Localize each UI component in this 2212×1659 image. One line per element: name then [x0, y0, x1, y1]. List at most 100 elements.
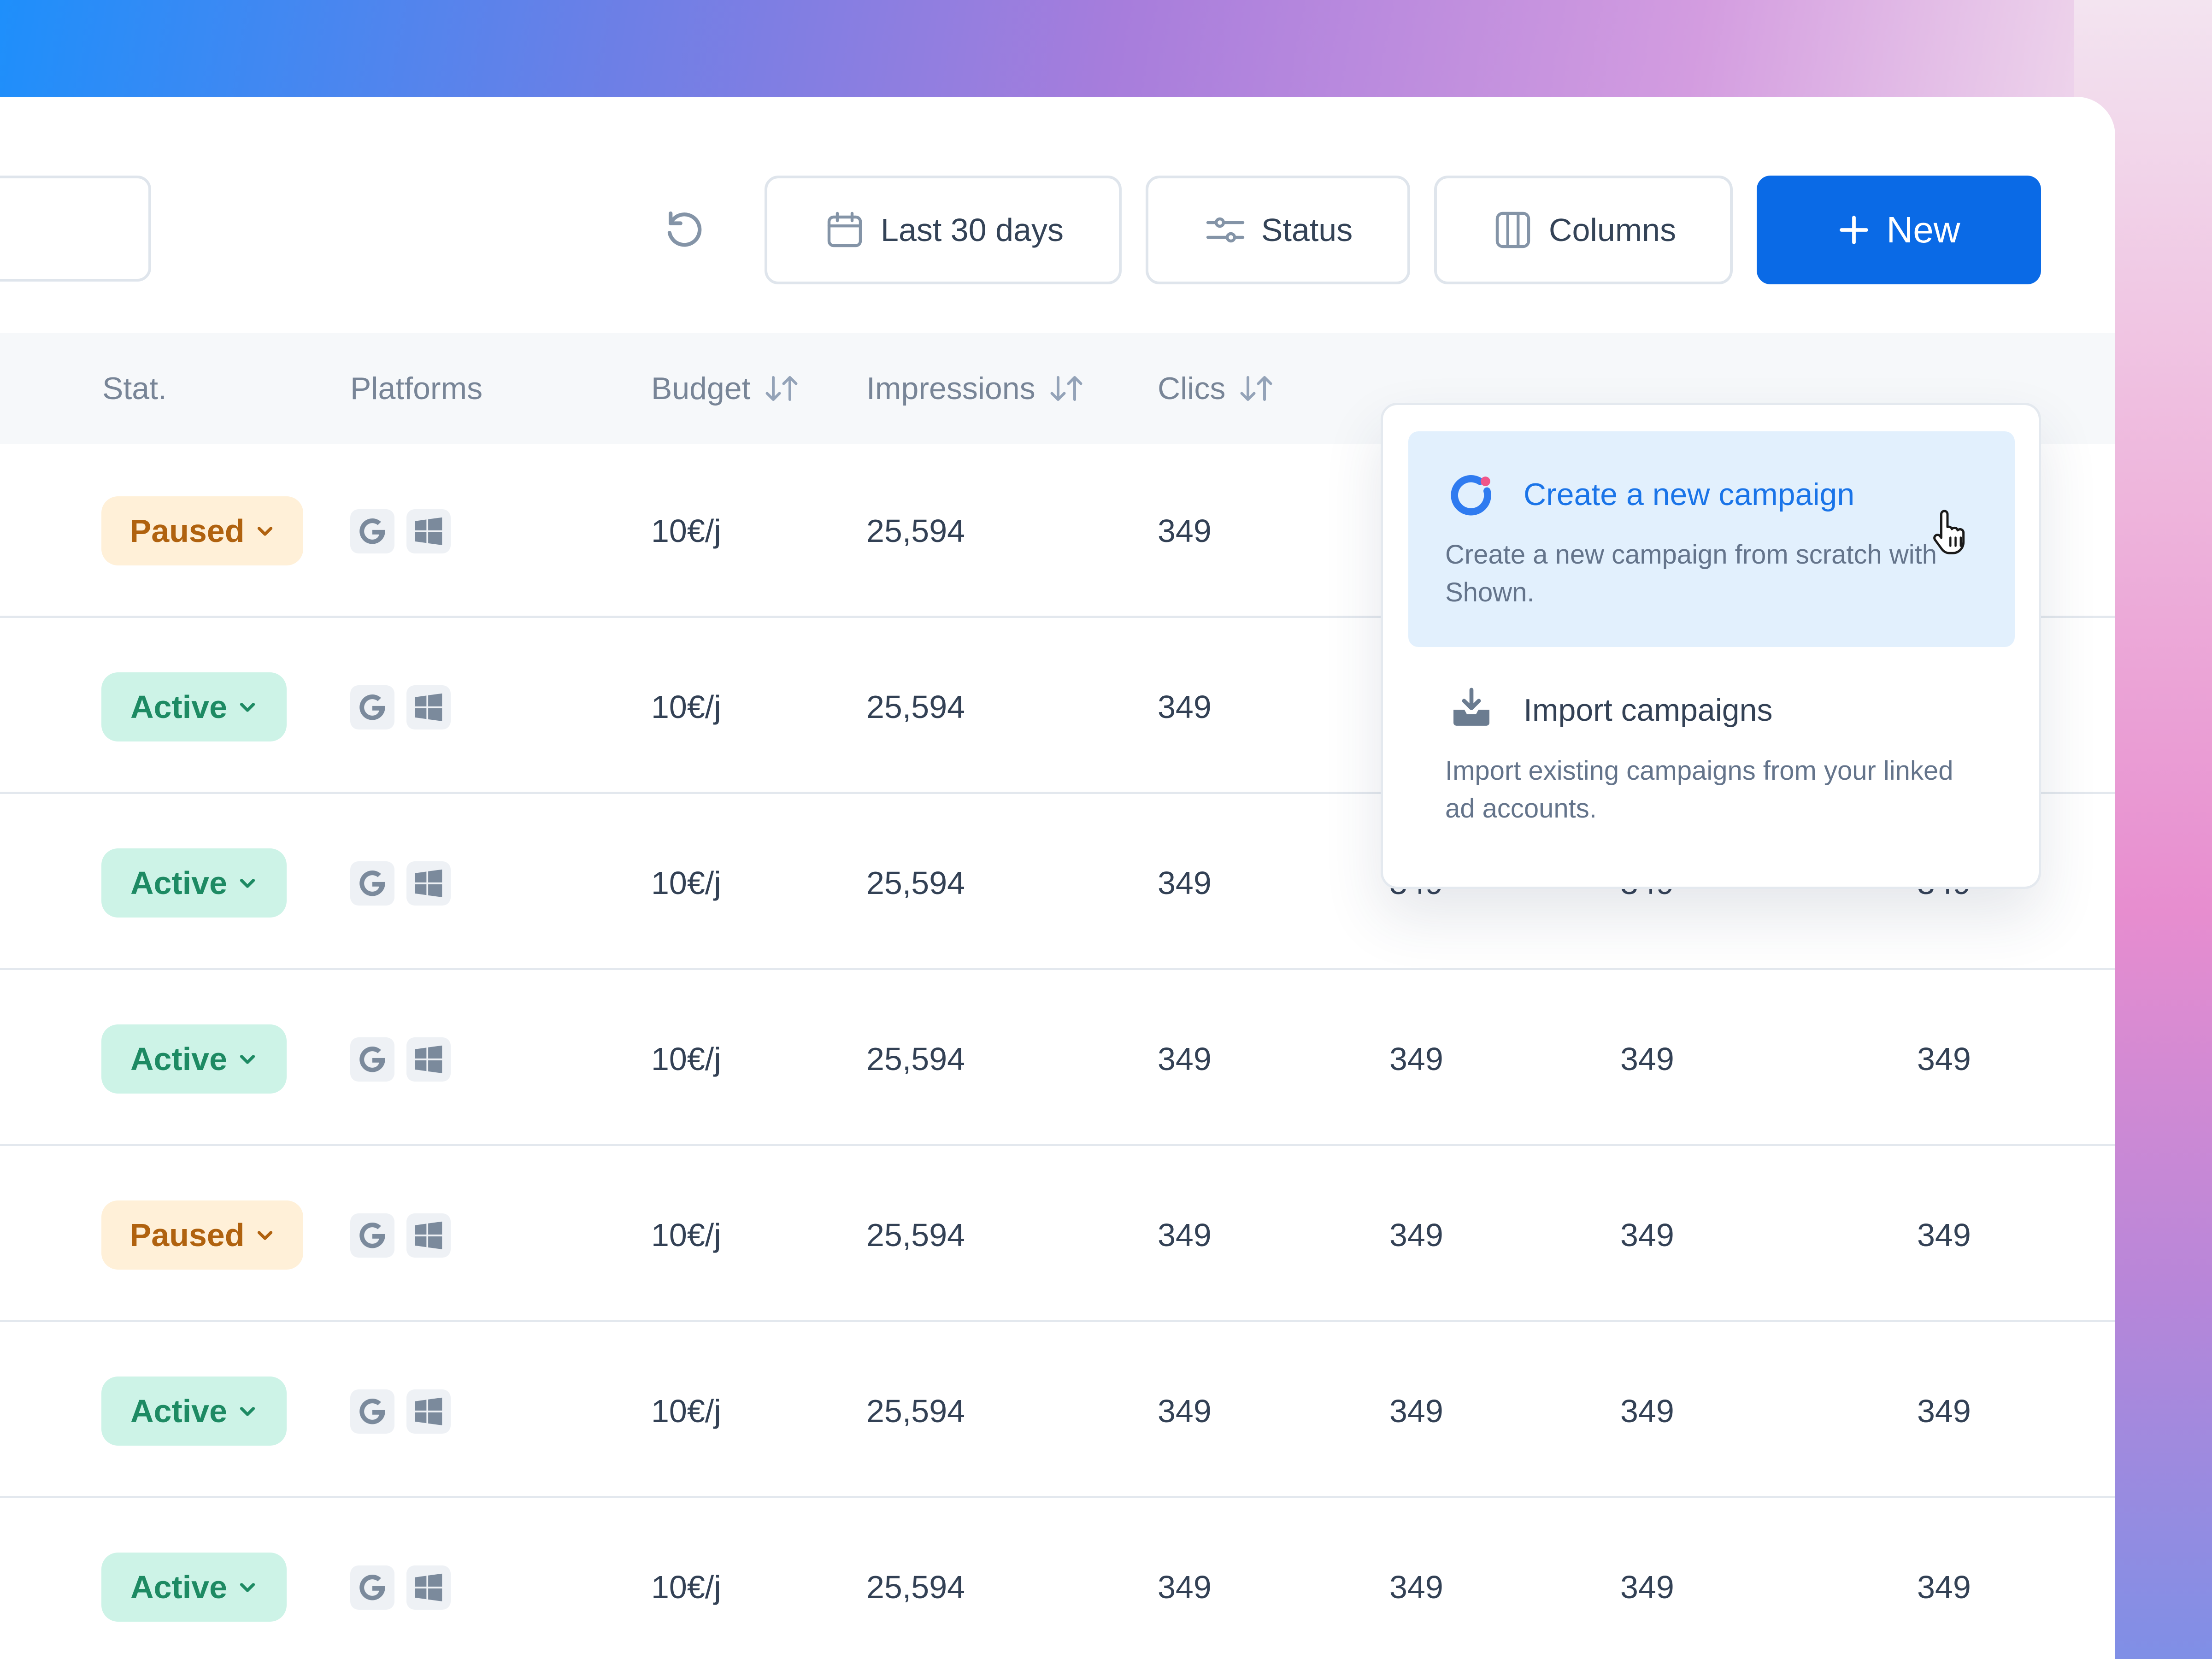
columns-label: Columns [1548, 212, 1677, 248]
table-row[interactable]: Paused 10€/j 25,594 349 349 349 349 [0, 1148, 2115, 1322]
import-campaigns-description: Import existing campaigns from your link… [1445, 756, 1953, 824]
clicks-cell: 349 [1158, 1041, 1212, 1077]
platform-microsoft [406, 1037, 451, 1082]
sort-icon[interactable] [1238, 372, 1274, 405]
google-icon [359, 1574, 385, 1600]
status-badge[interactable]: Paused [101, 1200, 303, 1270]
impressions-cell: 25,594 [866, 689, 965, 725]
platform-microsoft [406, 1565, 451, 1610]
status-badge[interactable]: Active [101, 1377, 287, 1446]
column-header-clicks[interactable]: Clics [1158, 333, 1274, 444]
table-row[interactable]: Active 10€/j 25,594 349 [0, 620, 2115, 794]
google-icon [359, 870, 385, 896]
budget-cell: 10€/j [651, 1569, 721, 1605]
platform-google [350, 861, 394, 906]
date-range-label: Last 30 days [881, 212, 1064, 248]
impressions-cell: 25,594 [866, 1569, 965, 1605]
clicks-cell: 349 [1158, 689, 1212, 725]
campaigns-panel: Last 30 days Status Columns New Stat. Pl… [0, 97, 2115, 1659]
import-campaigns-title: Import campaigns [1524, 693, 1773, 728]
date-range-button[interactable]: Last 30 days [765, 176, 1122, 284]
status-filter-button[interactable]: Status [1146, 176, 1410, 284]
chevron-down-icon [240, 1583, 255, 1592]
clicks-cell: 349 [1158, 513, 1212, 549]
menu-item-import-campaigns[interactable]: Import campaigns Import existing campaig… [1408, 648, 2015, 865]
impressions-cell: 25,594 [866, 513, 965, 549]
refresh-icon[interactable] [659, 203, 710, 254]
metric-cell: 349 [1620, 1569, 1674, 1605]
status-label: Active [130, 1393, 228, 1429]
budget-cell: 10€/j [651, 689, 721, 725]
windows-icon [415, 693, 442, 721]
status-badge[interactable]: Active [101, 848, 287, 918]
column-header-budget[interactable]: Budget [651, 333, 800, 444]
clicks-cell: 349 [1158, 1569, 1212, 1605]
status-label: Paused [129, 513, 245, 549]
metric-cell: 349 [1620, 1041, 1674, 1077]
windows-icon [415, 1573, 442, 1601]
budget-cell: 10€/j [651, 1217, 721, 1253]
platform-google [350, 1213, 394, 1258]
sort-icon[interactable] [1048, 372, 1084, 405]
table-row[interactable]: Active 10€/j 25,594 349 349 349 349 [0, 1324, 2115, 1498]
status-label: Active [130, 689, 228, 725]
clicks-cell: 349 [1158, 865, 1212, 901]
new-button-label: New [1886, 209, 1960, 250]
status-badge[interactable]: Active [101, 1553, 287, 1622]
metric-cell: 349 [1389, 1393, 1443, 1429]
platform-google [350, 1565, 394, 1610]
search-input[interactable] [0, 176, 151, 282]
sort-icon[interactable] [764, 372, 800, 405]
metric-cell: 349 [1620, 1217, 1674, 1253]
chevron-down-icon [240, 879, 255, 888]
windows-icon [415, 869, 442, 897]
metric-cell: 349 [1917, 1569, 1971, 1605]
status-badge[interactable]: Active [101, 672, 287, 741]
metric-cell: 349 [1917, 1041, 1971, 1077]
metric-cell: 349 [1620, 1393, 1674, 1429]
platform-microsoft [406, 509, 451, 553]
status-badge[interactable]: Paused [101, 496, 303, 565]
new-button[interactable]: New [1757, 176, 2041, 284]
windows-icon [415, 1221, 442, 1249]
status-badge[interactable]: Active [101, 1024, 287, 1094]
calendar-icon [827, 212, 862, 247]
impressions-cell: 25,594 [866, 865, 965, 901]
budget-cell: 10€/j [651, 513, 721, 549]
clicks-cell: 349 [1158, 1393, 1212, 1429]
status-label: Active [130, 865, 228, 901]
budget-cell: 10€/j [651, 1393, 721, 1429]
chevron-down-icon [257, 1231, 272, 1240]
menu-item-create-campaign[interactable]: Create a new campaign Create a new campa… [1408, 431, 2015, 647]
create-campaign-title: Create a new campaign [1524, 477, 1855, 512]
impressions-cell: 25,594 [866, 1393, 965, 1429]
metric-cell: 349 [1917, 1393, 1971, 1429]
column-header-impressions[interactable]: Impressions [866, 333, 1084, 444]
google-icon [359, 694, 385, 720]
platform-google [350, 1389, 394, 1434]
metric-cell: 349 [1917, 1217, 1971, 1253]
column-header-platforms[interactable]: Platforms [350, 371, 483, 406]
chevron-down-icon [257, 527, 272, 536]
status-label: Paused [129, 1217, 245, 1253]
impressions-cell: 25,594 [866, 1041, 965, 1077]
create-campaign-description: Create a new campaign from scratch with … [1445, 540, 1937, 607]
platform-microsoft [406, 685, 451, 729]
clicks-cell: 349 [1158, 1217, 1212, 1253]
google-icon [359, 1398, 385, 1424]
windows-icon [415, 517, 442, 545]
windows-icon [415, 1045, 442, 1073]
chevron-down-icon [240, 703, 255, 712]
platform-microsoft [406, 1213, 451, 1258]
columns-button[interactable]: Columns [1434, 176, 1733, 284]
status-label: Active [130, 1041, 228, 1077]
budget-cell: 10€/j [651, 865, 721, 901]
column-header-status[interactable]: Stat. [102, 371, 167, 406]
platform-microsoft [406, 861, 451, 906]
plus-icon [1840, 216, 1869, 244]
table-row[interactable]: Paused 10€/j 25,594 349 [0, 444, 2115, 618]
windows-icon [415, 1397, 442, 1425]
